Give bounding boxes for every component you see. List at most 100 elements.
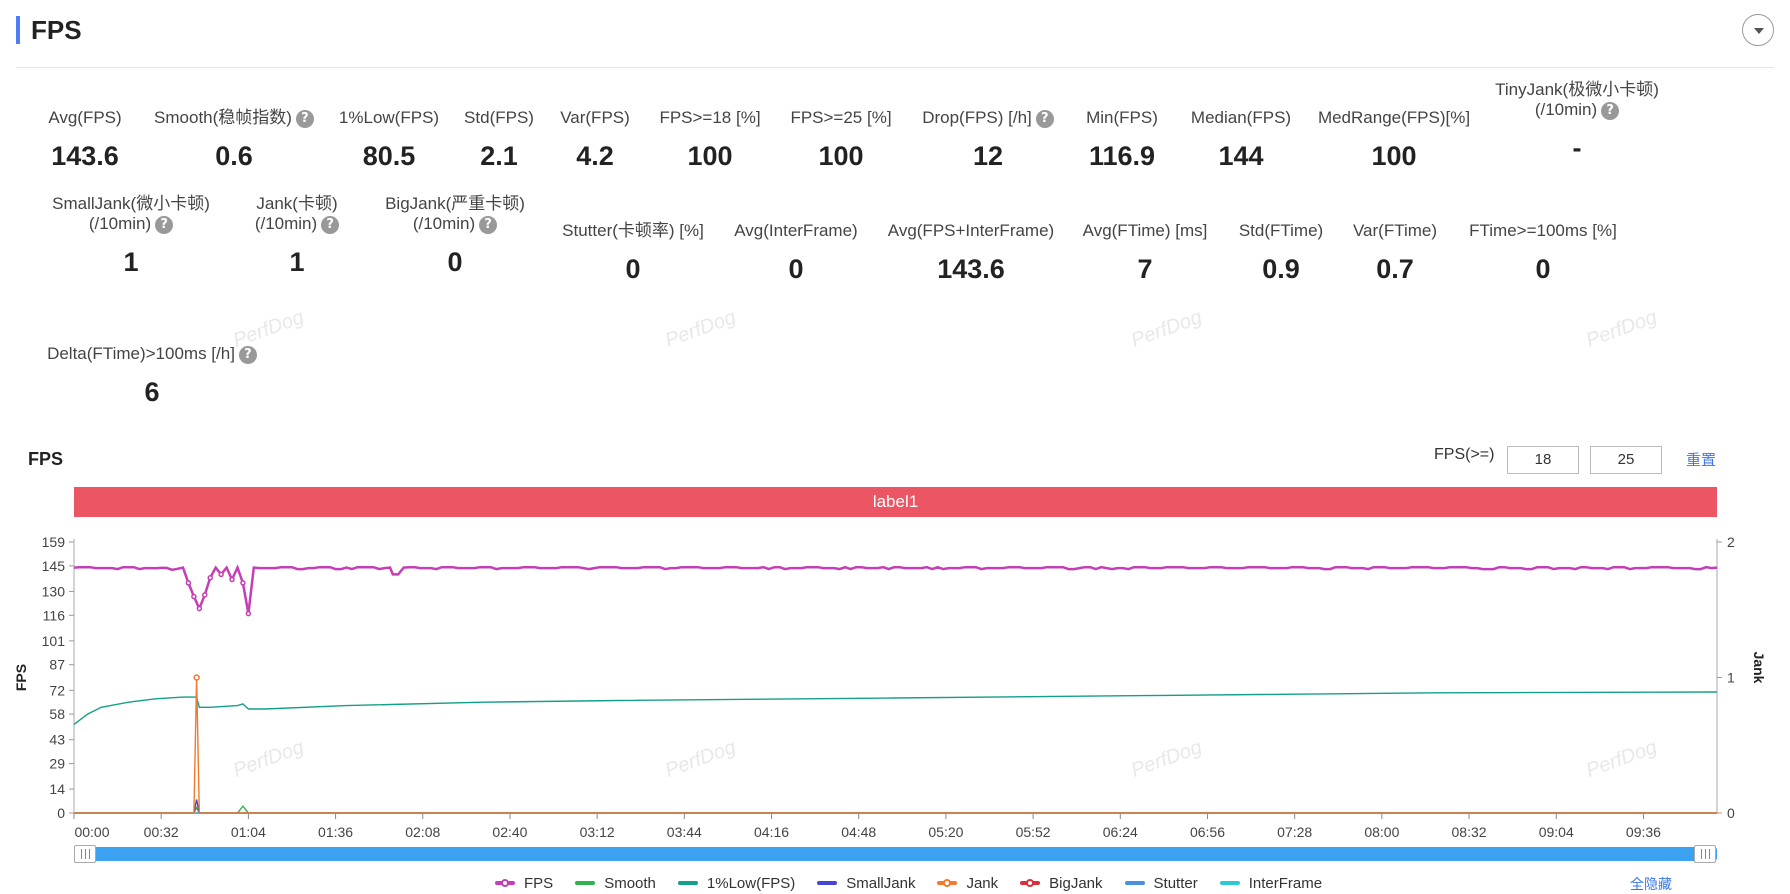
- legend-label: FPS: [524, 874, 554, 892]
- fps-threshold-input-2[interactable]: 25: [1590, 446, 1662, 474]
- stat-label-text: SmallJank(微小卡顿): [52, 194, 210, 213]
- stat-label-text: Delta(FTime)>100ms [/h]: [47, 344, 235, 363]
- chart-title: FPS: [28, 449, 64, 469]
- stat-label-text: FTime>=100ms [%]: [1469, 221, 1617, 240]
- series-line-jank: [74, 677, 1717, 814]
- legend-item-stutter[interactable]: Stutter: [1124, 873, 1198, 893]
- time-range-slider[interactable]: [74, 847, 1717, 861]
- stat-label: MedRange(FPS)[%]: [1264, 108, 1524, 128]
- fps-threshold-input-1[interactable]: 18: [1507, 446, 1579, 474]
- chart-legend: FPS Smooth 1%Low(FPS) SmallJank Jank BigJank S…: [495, 873, 1344, 893]
- x-tick-label: 01:36: [318, 824, 353, 840]
- stat-label-text: Avg(FTime) [ms]: [1082, 221, 1208, 240]
- x-tick-label: 04:16: [754, 824, 789, 840]
- stat-label: Var(FPS): [465, 108, 725, 128]
- x-tick-label: 02:40: [492, 824, 527, 840]
- help-icon[interactable]: ?: [238, 345, 257, 364]
- help-icon[interactable]: ?: [479, 215, 498, 234]
- label-band[interactable]: label1: [74, 487, 1717, 517]
- stat-label-text: Avg(FPS): [48, 108, 122, 127]
- x-tick-label: 04:48: [841, 824, 876, 840]
- collapse-chevron-icon[interactable]: [1742, 14, 1774, 46]
- stat-value: 116.9: [1088, 141, 1156, 171]
- y-left-tick-label: 14: [49, 781, 65, 797]
- x-tick-label: 09:04: [1539, 824, 1574, 840]
- fps-threshold-label: FPS(>=): [1434, 446, 1495, 463]
- stat-label: Avg(InterFrame): [666, 221, 926, 241]
- y-left-tick-label: 159: [42, 534, 66, 550]
- y-left-axis-label: FPS: [13, 664, 29, 691]
- stat-value: 6: [144, 377, 160, 407]
- stat-label-text: Std(FPS): [464, 108, 534, 127]
- fps-point: [191, 593, 197, 600]
- stat-label: Stutter(卡顿率) [%]: [503, 221, 763, 241]
- watermark: PerfDog: [1128, 736, 1205, 782]
- x-tick-label: 02:08: [405, 824, 440, 840]
- legend-label: 1%Low(FPS): [706, 874, 796, 892]
- stat-15: Stutter(卡顿率) [%] 0: [503, 221, 763, 285]
- y-left-tick-label: 29: [49, 756, 65, 772]
- legend-item-bigjank[interactable]: BigJank: [1020, 873, 1103, 893]
- legend-item-smooth[interactable]: Smooth: [575, 873, 656, 893]
- stat-label: Var(FTime): [1265, 221, 1525, 241]
- stat-value: 12: [972, 141, 1004, 171]
- stat-value: 100: [818, 141, 864, 171]
- x-tick-label: 05:52: [1016, 824, 1051, 840]
- legend-item-1-low-fps-[interactable]: 1%Low(FPS): [677, 873, 796, 893]
- stat-label: SmallJank(微小卡顿) (/10min)?: [1, 194, 261, 234]
- stat-label-text: Std(FTime): [1238, 221, 1324, 240]
- hide-all-link[interactable]: 全隐藏: [1630, 876, 1672, 892]
- y-left-tick-label: 145: [42, 558, 66, 574]
- y-right-tick-label: 1: [1727, 670, 1735, 686]
- stat-14: BigJank(严重卡顿) (/10min)? 0: [325, 194, 585, 278]
- x-tick-label: 08:32: [1452, 824, 1487, 840]
- fps-point: [218, 571, 224, 578]
- stat-value: -: [1572, 133, 1582, 163]
- watermark: PerfDog: [230, 736, 307, 782]
- slider-handle-left[interactable]: [74, 845, 96, 863]
- stat-5: FPS>=18 [%] 100: [580, 108, 840, 172]
- legend-item-jank[interactable]: Jank: [937, 873, 998, 893]
- help-icon[interactable]: ?: [321, 215, 340, 234]
- section-title: FPS: [31, 15, 82, 45]
- watermark: PerfDog: [662, 736, 739, 782]
- series-line-fps: [73, 564, 1718, 614]
- legend-item-fps[interactable]: FPS: [495, 873, 553, 893]
- help-icon[interactable]: ?: [155, 215, 174, 234]
- help-icon[interactable]: ?: [1035, 109, 1054, 128]
- help-icon[interactable]: ?: [1601, 101, 1620, 120]
- stat-8: Min(FPS) 116.9: [992, 108, 1252, 172]
- stat-label-unit: (/10min): [254, 214, 318, 233]
- stat-label: Std(FTime): [1151, 221, 1411, 241]
- legend-swatch: [1219, 877, 1240, 889]
- watermark: PerfDog: [662, 306, 739, 352]
- fps-point: [207, 575, 213, 581]
- legend-label: Jank: [966, 874, 999, 892]
- reset-link[interactable]: 重置: [1686, 452, 1717, 469]
- stat-10: MedRange(FPS)[%] 100: [1264, 108, 1524, 172]
- stat-label-unit: (/10min): [1534, 100, 1598, 119]
- stat-label: FPS>=25 [%]: [711, 108, 971, 128]
- slider-handle-right[interactable]: [1694, 845, 1716, 863]
- stat-label-text: FPS>=18 [%]: [659, 108, 761, 127]
- stat-label: FTime>=100ms [%]: [1413, 221, 1673, 241]
- y-left-tick-label: 116: [43, 607, 66, 623]
- stat-3: Std(FPS) 2.1: [369, 108, 629, 172]
- stat-18: Avg(FTime) [ms] 7: [1015, 221, 1275, 285]
- stat-value: 0.9: [1262, 254, 1300, 284]
- stat-value: 7: [1137, 254, 1153, 284]
- x-tick-label: 00:32: [144, 824, 179, 840]
- legend-item-smalljank[interactable]: SmallJank: [817, 873, 915, 893]
- stat-13: Jank(卡顿) (/10min)? 1: [167, 194, 427, 278]
- stat-label: BigJank(严重卡顿) (/10min)?: [325, 194, 585, 234]
- stat-value: 4.2: [576, 141, 614, 171]
- stat-label-text: Jank(卡顿): [256, 194, 338, 213]
- stat-7: Drop(FPS) [/h]? 12: [858, 108, 1118, 172]
- legend-label: BigJank: [1049, 874, 1103, 892]
- legend-item-interframe[interactable]: InterFrame: [1219, 873, 1322, 893]
- y-left-tick-label: 0: [57, 805, 65, 821]
- help-icon[interactable]: ?: [295, 109, 314, 128]
- stat-17: Avg(FPS+InterFrame) 143.6: [841, 221, 1101, 285]
- x-tick-label: 06:56: [1190, 824, 1225, 840]
- fps-point: [202, 592, 208, 598]
